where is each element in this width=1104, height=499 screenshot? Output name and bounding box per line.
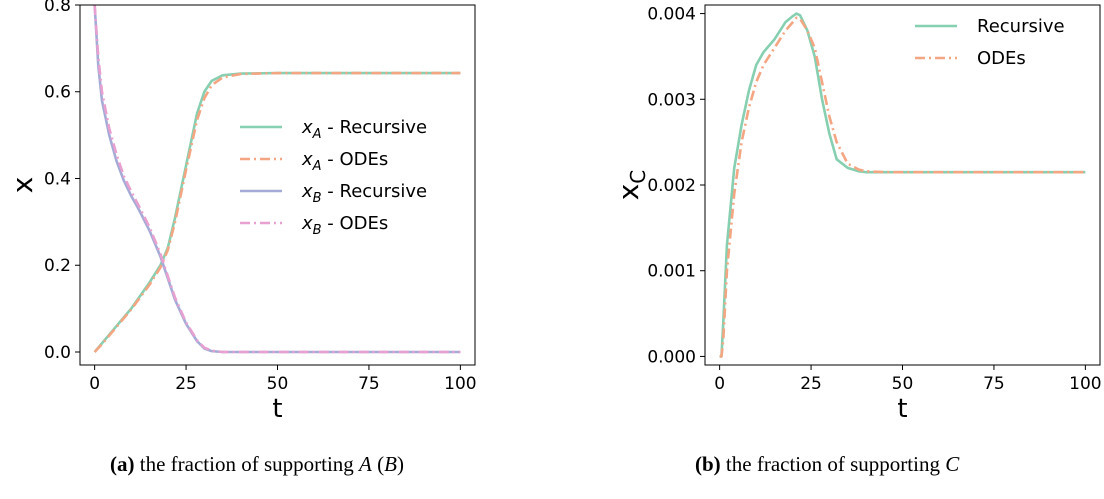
y-tick-label: 0.0: [44, 343, 71, 363]
series-line-2: [93, 71, 461, 353]
y-tick-label: 0.001: [647, 262, 696, 282]
legend-label-3: xB - Recursive: [301, 181, 427, 206]
series-line-1: [93, 71, 461, 353]
y-axis-label: x: [6, 177, 39, 194]
y-tick-label: 0.003: [647, 90, 696, 110]
series-line-1: [719, 12, 1086, 358]
series-line-2: [719, 16, 1086, 358]
x-tick-label: 50: [892, 374, 914, 394]
caption-a: (a) the fraction of supporting A (B): [110, 452, 404, 476]
caption-b: (b) the fraction of supporting C: [695, 452, 960, 476]
legend-label-1: Recursive: [977, 16, 1065, 37]
x-tick-label: 100: [444, 374, 476, 394]
series-line-3: [93, 4, 461, 354]
y-tick-label: 0.000: [647, 347, 696, 367]
y-tick-label: 0.6: [44, 83, 71, 103]
legend-label-1: xA - Recursive: [301, 117, 427, 142]
x-tick-label: 0: [89, 374, 100, 394]
x-tick-label: 100: [1069, 374, 1101, 394]
series-line-4: [93, 4, 461, 354]
chart-panel-a: 0 25 50 75 100 0.0 0.2 0.4 0.6 0.8 t x xA - Recursiv…: [6, 0, 477, 424]
x-tick-label: 25: [800, 374, 822, 394]
legend-label-2: ODEs: [977, 48, 1026, 69]
plot-frame: [704, 4, 1101, 366]
legend-label-4: xB - ODEs: [301, 213, 388, 238]
y-tick-label: 0.2: [44, 256, 71, 276]
y-tick-label: 0.002: [647, 176, 696, 196]
y-tick-label: 0.8: [44, 0, 71, 16]
y-tick-label: 0.004: [647, 5, 696, 25]
legend-label-2: xA - ODEs: [301, 149, 388, 174]
y-axis-label: xC: [612, 170, 650, 201]
y-tick-label: 0.4: [44, 169, 71, 189]
x-tick-label: 75: [983, 374, 1005, 394]
chart-panel-b: 0 25 50 75 100 0.000 0.001 0.002 0.003 0.004 t xC Re…: [612, 4, 1102, 424]
x-axis-label: t: [897, 394, 907, 424]
figure: 0 25 50 75 100 0.0 0.2 0.4 0.6 0.8 t x xA - Recursiv…: [6, 0, 1102, 424]
x-tick-label: 50: [267, 374, 289, 394]
x-tick-label: 75: [358, 374, 380, 394]
x-tick-label: 0: [714, 374, 725, 394]
x-axis-label: t: [272, 394, 282, 424]
x-tick-label: 25: [175, 374, 197, 394]
